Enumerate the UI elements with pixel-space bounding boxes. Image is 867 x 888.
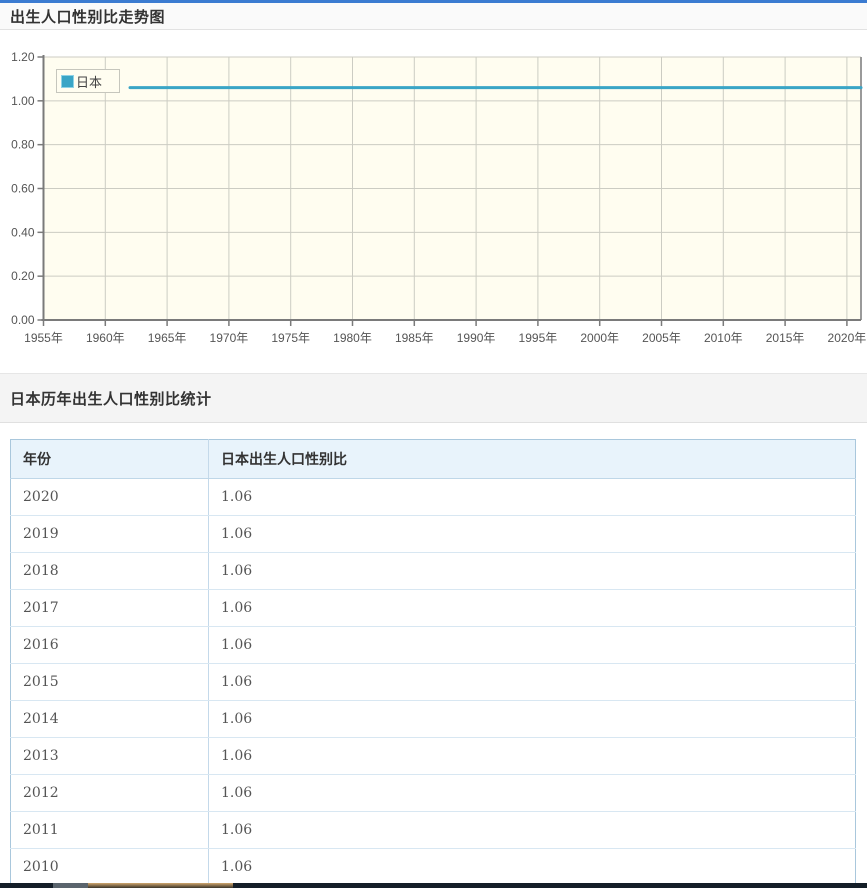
chart-section-title: 出生人口性别比走势图 <box>10 8 166 26</box>
table-row: 2010 1.06 <box>10 848 856 886</box>
table-header-row: 年份 日本出生人口性别比 <box>10 439 856 479</box>
year-cell: 2017 <box>10 589 209 627</box>
table-row: 2011 1.06 <box>10 811 856 849</box>
y-tick-label: 1.20 <box>11 50 35 64</box>
top-accent-bar <box>0 0 867 3</box>
ratio-column-header: 日本出生人口性别比 <box>208 439 856 479</box>
x-tick-label: 1965年 <box>148 331 187 345</box>
year-cell: 2019 <box>10 515 209 553</box>
table-row: 2013 1.06 <box>10 737 856 775</box>
year-cell: 2010 <box>10 848 209 886</box>
year-cell: 2011 <box>10 811 209 849</box>
bottom-bar-segment-tan <box>88 883 233 888</box>
legend-swatch-japan <box>61 74 74 88</box>
trend-chart-canvas[interactable]: 0.00 0.20 0.40 0.60 0.80 1.00 1.20 1955年 1960年 19… <box>0 0 867 360</box>
table-row: 2017 1.06 <box>10 589 856 627</box>
table-section-title: 日本历年出生人口性别比统计 <box>10 390 212 408</box>
table-row: 2020 1.06 <box>10 478 856 516</box>
year-cell: 2013 <box>10 737 209 775</box>
x-tick-label: 1960年 <box>86 331 125 345</box>
y-tick-label: 0.80 <box>11 138 35 152</box>
x-tick-label: 2000年 <box>580 331 619 345</box>
value-cell: 1.06 <box>208 774 856 812</box>
table-row: 2012 1.06 <box>10 774 856 812</box>
x-tick-label: 1955年 <box>24 331 63 345</box>
year-cell: 2014 <box>10 700 209 738</box>
table-section-header: 日本历年出生人口性别比统计 <box>0 373 867 423</box>
y-tick-label: 0.00 <box>11 313 35 327</box>
value-cell: 1.06 <box>208 626 856 664</box>
y-tick-label: 0.20 <box>11 269 35 283</box>
x-tick-label: 1980年 <box>333 331 372 345</box>
value-cell: 1.06 <box>208 663 856 701</box>
y-tick-label: 0.40 <box>11 225 35 239</box>
x-tick-label: 2015年 <box>766 331 805 345</box>
x-tick-label: 1990年 <box>457 331 496 345</box>
x-tick-label: 1970年 <box>210 331 249 345</box>
x-tick-label: 2020年 <box>828 331 867 345</box>
value-cell: 1.06 <box>208 848 856 886</box>
legend-label-japan: 日本 <box>76 74 103 90</box>
table-row: 2018 1.06 <box>10 552 856 590</box>
year-cell: 2018 <box>10 552 209 590</box>
value-cell: 1.06 <box>208 811 856 849</box>
year-cell: 2016 <box>10 626 209 664</box>
value-cell: 1.06 <box>208 589 856 627</box>
value-cell: 1.06 <box>208 515 856 553</box>
trend-chart[interactable]: 0.00 0.20 0.40 0.60 0.80 1.00 1.20 1955年 1960年 19… <box>0 0 867 360</box>
table-row: 2019 1.06 <box>10 515 856 553</box>
table-row: 2014 1.06 <box>10 700 856 738</box>
year-column-header: 年份 <box>10 439 209 479</box>
value-cell: 1.06 <box>208 552 856 590</box>
table-row: 2016 1.06 <box>10 626 856 664</box>
year-cell: 2012 <box>10 774 209 812</box>
x-tick-label: 1985年 <box>395 331 434 345</box>
chart-legend[interactable]: 日本 <box>56 69 120 93</box>
year-cell: 2015 <box>10 663 209 701</box>
x-tick-label: 2005年 <box>642 331 681 345</box>
y-tick-label: 1.00 <box>11 94 35 108</box>
year-cell: 2020 <box>10 478 209 516</box>
statistics-table: 年份 日本出生人口性别比 2020 1.06 2019 1.06 2018 1.06 201… <box>10 439 856 886</box>
value-cell: 1.06 <box>208 700 856 738</box>
x-tick-label: 2010年 <box>704 331 743 345</box>
x-tick-label: 1975年 <box>271 331 310 345</box>
chart-section-header: 出生人口性别比走势图 <box>0 3 867 30</box>
value-cell: 1.06 <box>208 478 856 516</box>
value-cell: 1.06 <box>208 737 856 775</box>
table-row: 2015 1.06 <box>10 663 856 701</box>
bottom-bar <box>0 883 867 888</box>
y-tick-label: 0.60 <box>11 182 35 196</box>
bottom-bar-segment-gray <box>53 883 88 888</box>
x-tick-label: 1995年 <box>519 331 558 345</box>
